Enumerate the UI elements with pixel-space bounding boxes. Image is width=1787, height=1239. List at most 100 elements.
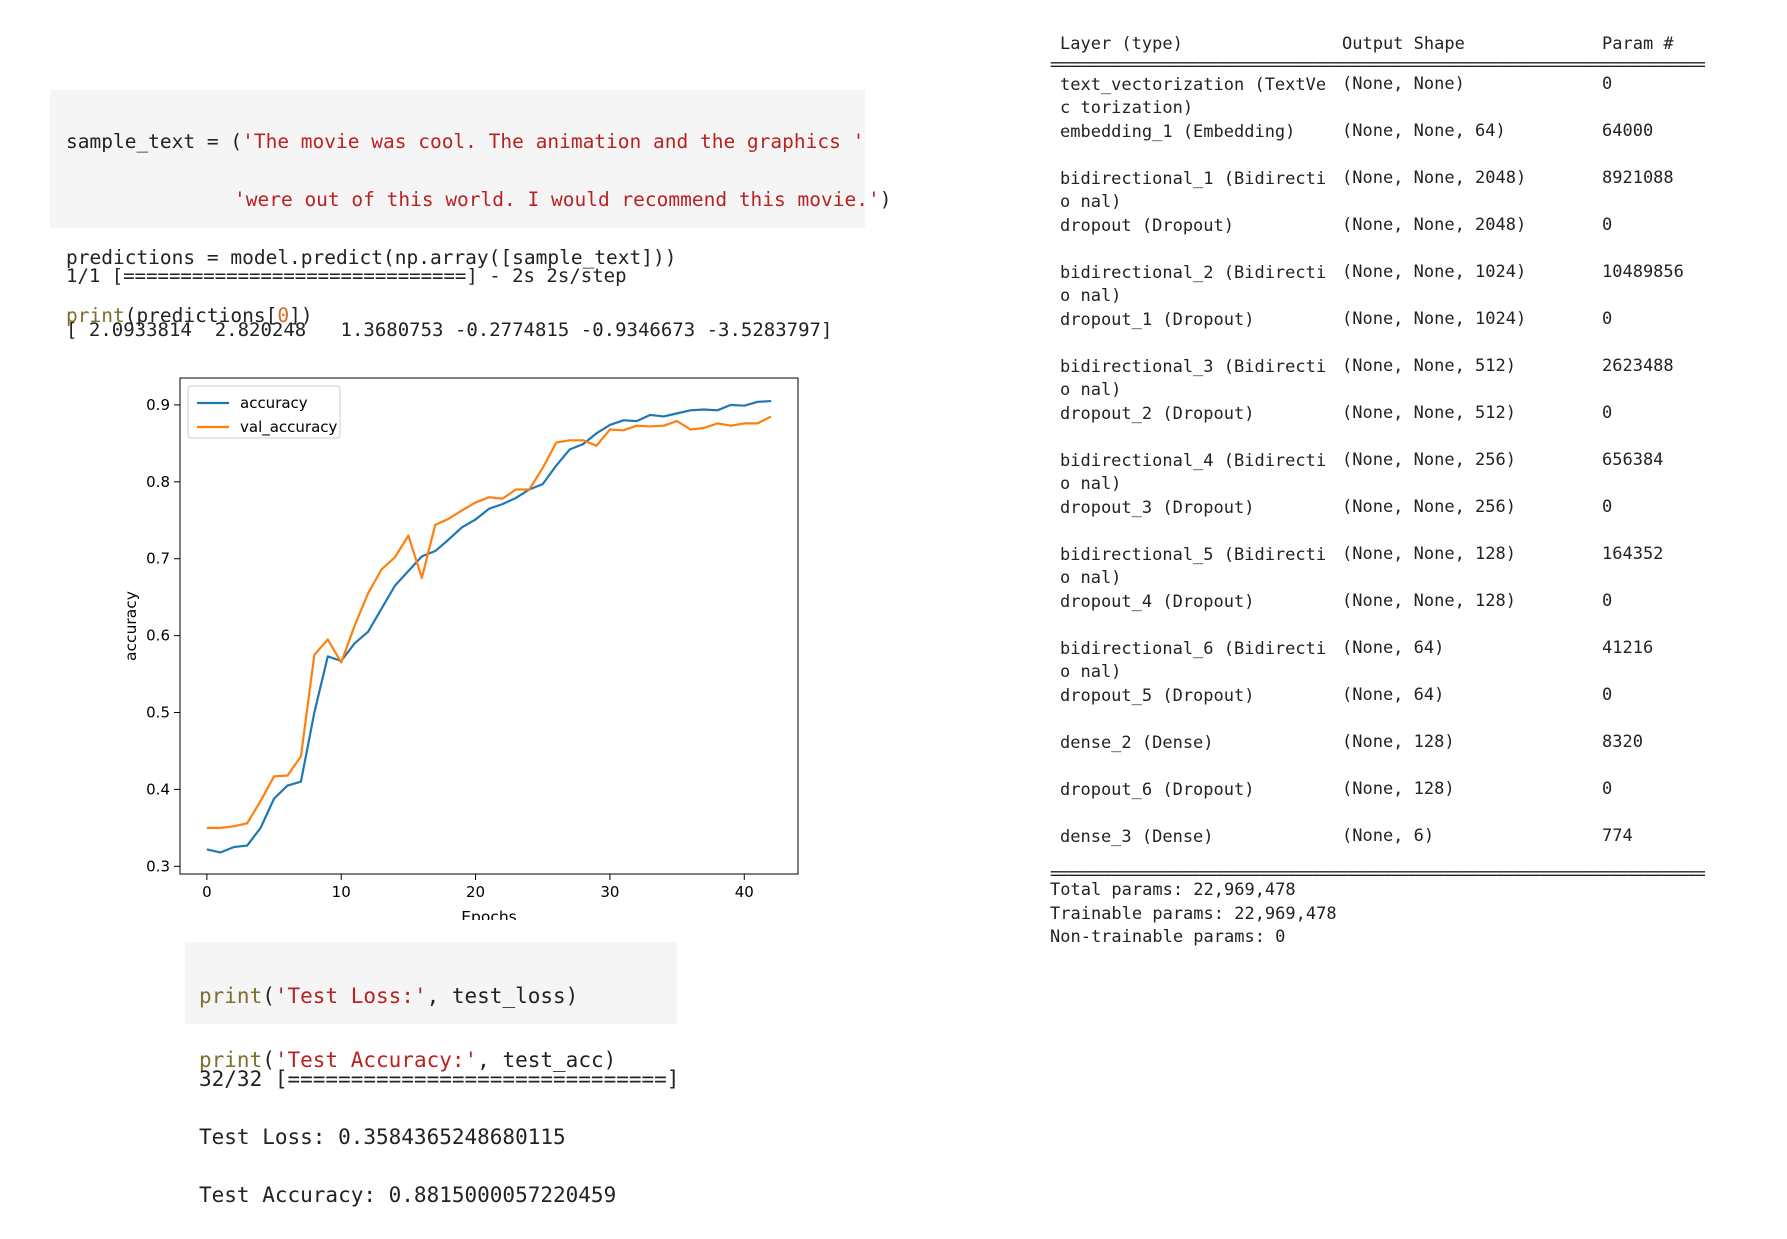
x-tick-label: 0: [202, 883, 212, 901]
param-count: 0: [1602, 215, 1612, 235]
output-shape: (None, None, 2048): [1342, 168, 1526, 188]
layer-name: dropout_6 (Dropout): [1060, 779, 1330, 802]
output-shape: (None, 128): [1342, 732, 1455, 752]
non-trainable-params: Non-trainable params: 0: [1050, 926, 1708, 950]
builtin-keyword: print: [199, 984, 262, 1008]
code-cell-predict[interactable]: sample_text = ('The movie was cool. The …: [50, 90, 865, 228]
output-shape: (None, None, 256): [1342, 497, 1516, 517]
param-count: 0: [1602, 497, 1612, 517]
layer-name: dropout_2 (Dropout): [1060, 403, 1330, 426]
prediction-values: [ 2.0933814 2.820248 1.3680753 -0.277481…: [66, 317, 832, 344]
summary-row: dropout_1 (Dropout)(None, None, 1024)0: [1050, 305, 1708, 352]
param-count: 0: [1602, 779, 1612, 799]
summary-top-rule: ________________________________________…: [1050, 20, 1705, 30]
summary-row: bidirectional_5 (Bidirectio nal)(None, N…: [1050, 540, 1708, 587]
output-shape: (None, None, 128): [1342, 544, 1516, 564]
header-layer: Layer (type): [1060, 34, 1183, 54]
y-tick-label: 0.6: [146, 627, 170, 645]
summary-row: dense_3 (Dense)(None, 6)774: [1050, 822, 1708, 869]
summary-row: dropout_3 (Dropout) (None, None, 256) 0: [1050, 493, 1708, 540]
string-literal: 'were out of this world. I would recomme…: [234, 188, 880, 211]
param-count: 10489856: [1602, 262, 1684, 282]
output-shape: (None, None, 256): [1342, 450, 1516, 470]
summary-row: bidirectional_6 (Bidirectio nal) (None, 6…: [1050, 634, 1708, 681]
x-tick-label: 10: [332, 883, 351, 901]
output-shape: (None, None, 128): [1342, 591, 1516, 611]
layer-name: dropout_5 (Dropout): [1060, 685, 1330, 708]
progress-line: 1/1 [==============================] - 2…: [66, 263, 832, 290]
param-count: 2623488: [1602, 356, 1674, 376]
output-shape: (None, None): [1342, 74, 1465, 94]
x-tick-label: 40: [735, 883, 754, 901]
param-count: 64000: [1602, 121, 1653, 141]
param-count: 0: [1602, 685, 1612, 705]
x-tick-label: 20: [466, 883, 485, 901]
param-count: 774: [1602, 826, 1633, 846]
output-shape: (None, None, 512): [1342, 356, 1516, 376]
y-axis-label: accuracy: [122, 591, 140, 661]
x-tick-label: 30: [600, 883, 619, 901]
summary-row: dropout_2 (Dropout) (None, None, 512) 0: [1050, 399, 1708, 446]
x-axis-label: Epochs: [461, 908, 517, 920]
progress-line: 32/32 [==============================]: [199, 1065, 679, 1094]
layer-name: dropout_1 (Dropout): [1060, 309, 1330, 332]
param-count: 164352: [1602, 544, 1663, 564]
summary-row: bidirectional_3 (Bidirectio nal) (None, N…: [1050, 352, 1708, 399]
code-line-1: print('Test Loss:', test_loss): [199, 980, 616, 1012]
summary-bottom-rule: ========================================…: [1050, 869, 1705, 879]
summary-row: dropout_5 (Dropout) (None, 64) 0: [1050, 681, 1708, 728]
y-tick-label: 0.4: [146, 780, 170, 798]
test-loss-line: Test Loss: 0.3584365248680115: [199, 1123, 679, 1152]
output-shape: (None, None, 1024): [1342, 262, 1526, 282]
total-params: Total params: 22,969,478: [1050, 879, 1708, 903]
layer-name: dropout_4 (Dropout): [1060, 591, 1330, 614]
header-param-count: Param #: [1602, 34, 1674, 54]
summary-rows: text_vectorization (TextVec torization) (…: [1050, 70, 1708, 869]
param-count: 0: [1602, 309, 1612, 329]
summary-row: bidirectional_4 (Bidirectio nal) (None, N…: [1050, 446, 1708, 493]
string-literal: 'Test Loss:': [275, 984, 427, 1008]
code-cell-evaluate[interactable]: print('Test Loss:', test_loss) print('Te…: [185, 942, 677, 1024]
summary-totals: Total params: 22,969,478 Trainable param…: [1050, 879, 1708, 950]
trainable-params: Trainable params: 22,969,478: [1050, 903, 1708, 927]
summary-row: dropout_4 (Dropout) (None, None, 128) 0: [1050, 587, 1708, 634]
header-output-shape: Output Shape: [1342, 34, 1465, 54]
string-literal: 'The movie was cool. The animation and t…: [242, 130, 864, 153]
y-tick-label: 0.9: [146, 396, 170, 414]
layer-name: bidirectional_4 (Bidirectio nal): [1060, 450, 1330, 496]
summary-header: Layer (type) Output Shape Param #: [1050, 30, 1708, 60]
output-shape: (None, 64): [1342, 685, 1444, 705]
param-count: 8921088: [1602, 168, 1674, 188]
y-tick-label: 0.5: [146, 704, 170, 722]
param-count: 656384: [1602, 450, 1663, 470]
layer-name: embedding_1 (Embedding): [1060, 121, 1330, 144]
cell-output-predict: 1/1 [==============================] - 2…: [66, 236, 832, 371]
layer-name: dropout_3 (Dropout): [1060, 497, 1330, 520]
layer-name: dropout (Dropout): [1060, 215, 1330, 238]
output-shape: (None, None, 2048): [1342, 215, 1526, 235]
summary-row: bidirectional_1 (Bidirectio nal) (None, N…: [1050, 164, 1708, 211]
output-shape: (None, None, 64): [1342, 121, 1506, 141]
summary-row: dropout_6 (Dropout) (None, 128) 0: [1050, 775, 1708, 822]
code-line-2: 'were out of this world. I would recomme…: [66, 185, 891, 214]
param-count: 0: [1602, 403, 1612, 423]
cell-output-evaluate: 32/32 [==============================] T…: [199, 1036, 679, 1239]
param-count: 0: [1602, 591, 1612, 611]
output-shape: (None, None, 512): [1342, 403, 1516, 423]
output-shape: (None, 6): [1342, 826, 1434, 846]
summary-header-rule: ========================================…: [1050, 60, 1705, 70]
summary-row: bidirectional_2 (Bidirectio nal) (None, N…: [1050, 258, 1708, 305]
model-summary: ________________________________________…: [1050, 20, 1708, 950]
y-tick-label: 0.7: [146, 550, 170, 568]
layer-name: bidirectional_3 (Bidirectio nal): [1060, 356, 1330, 402]
output-shape: (None, 128): [1342, 779, 1455, 799]
layer-name: bidirectional_6 (Bidirectio nal): [1060, 638, 1330, 684]
layer-name: bidirectional_2 (Bidirectio nal): [1060, 262, 1330, 308]
layer-name: text_vectorization (TextVec torization): [1060, 74, 1330, 120]
legend-label-accuracy: accuracy: [240, 394, 308, 412]
code-line-1: sample_text = ('The movie was cool. The …: [66, 127, 891, 156]
series-line-accuracy: [207, 401, 771, 852]
output-shape: (None, 64): [1342, 638, 1444, 658]
layer-name: bidirectional_1 (Bidirectio nal): [1060, 168, 1330, 214]
param-count: 41216: [1602, 638, 1653, 658]
